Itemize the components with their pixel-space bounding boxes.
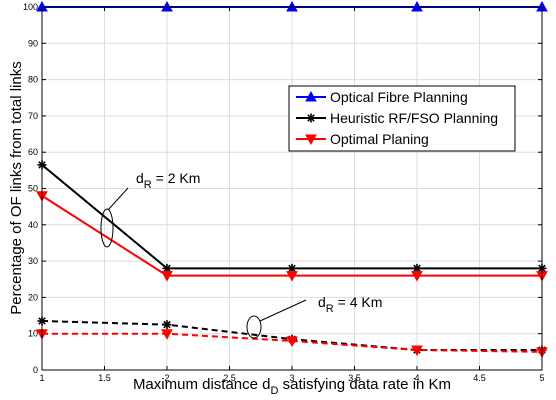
legend: Optical Fibre Planning Heuristic RF/FSO P… xyxy=(288,85,516,152)
legend-label: Heuristic RF/FSO Planning xyxy=(330,110,498,126)
legend-marker xyxy=(306,113,316,123)
y-tick-label: 20 xyxy=(28,292,38,302)
annotation-label: dR = 2 Km xyxy=(136,170,200,191)
x-tick-label: 3 xyxy=(289,373,294,383)
x-tick-label: 1 xyxy=(39,373,44,383)
y-tick-label: 40 xyxy=(28,220,38,230)
y-tick-label: 100 xyxy=(23,2,38,12)
annotation-label: dR = 4 Km xyxy=(318,294,382,315)
marker-stroke xyxy=(288,264,296,273)
annotation-ellipse xyxy=(246,315,262,339)
marker-stroke xyxy=(413,264,421,273)
annotation-dr-4km: dR = 4 Km xyxy=(246,294,382,339)
data-point xyxy=(162,320,172,330)
y-tick-label: 70 xyxy=(28,111,38,121)
legend-items: Optical Fibre Planning Heuristic RF/FSO P… xyxy=(296,89,498,147)
data-point xyxy=(161,271,173,282)
marker-stroke xyxy=(307,114,315,122)
legend-marker xyxy=(305,134,317,146)
y-axis-ticks: 0 10 20 30 40 50 60 70 80 90 100 xyxy=(23,2,542,375)
x-tick-label: 3.5 xyxy=(348,373,361,383)
y-tick-label: 60 xyxy=(28,147,38,157)
x-tick-label: 1.5 xyxy=(98,373,111,383)
plot-area-frame xyxy=(41,6,543,371)
x-tick-label: 5 xyxy=(539,373,544,383)
y-tick-label: 0 xyxy=(33,365,38,375)
grid-lines xyxy=(41,6,543,371)
series-2 xyxy=(36,191,548,282)
data-point xyxy=(286,271,298,282)
legend-label: Optimal Planing xyxy=(330,131,429,147)
legend-box xyxy=(288,85,516,152)
legend-entry: Optical Fibre Planning xyxy=(296,89,468,105)
data-point xyxy=(287,263,297,273)
y-tick-label: 10 xyxy=(28,329,38,339)
y-tick-label: 90 xyxy=(28,38,38,48)
legend-entry: Heuristic RF/FSO Planning xyxy=(296,110,498,126)
data-point xyxy=(411,271,423,282)
y-tick-label: 30 xyxy=(28,256,38,266)
annotation-pointer xyxy=(107,187,129,211)
annotation-pointer xyxy=(259,299,307,322)
marker-stroke xyxy=(163,264,171,273)
annotation-dr-2km: dR = 2 Km xyxy=(100,170,200,248)
x-tick-label: 2.5 xyxy=(223,373,236,383)
annotation-ellipse xyxy=(100,208,114,248)
marker-stroke xyxy=(163,320,171,329)
data-point xyxy=(162,263,172,273)
x-tick-label: 4.5 xyxy=(473,373,486,383)
data-point xyxy=(411,345,423,357)
y-tick-label: 80 xyxy=(28,75,38,85)
legend-marker xyxy=(305,90,317,102)
y-tick-label: 50 xyxy=(28,184,38,194)
x-tick-label: 2 xyxy=(164,373,169,383)
x-axis-label: Maximum distance dD satisfying data rate… xyxy=(133,376,451,397)
y-axis-label: Percentage of OF links from total links xyxy=(8,61,25,314)
legend-entry: Optimal Planing xyxy=(296,131,429,147)
series-layer xyxy=(36,0,548,358)
x-tick-label: 4 xyxy=(414,373,419,383)
data-point xyxy=(286,336,298,347)
legend-label: Optical Fibre Planning xyxy=(330,89,468,105)
data-point xyxy=(161,329,173,340)
